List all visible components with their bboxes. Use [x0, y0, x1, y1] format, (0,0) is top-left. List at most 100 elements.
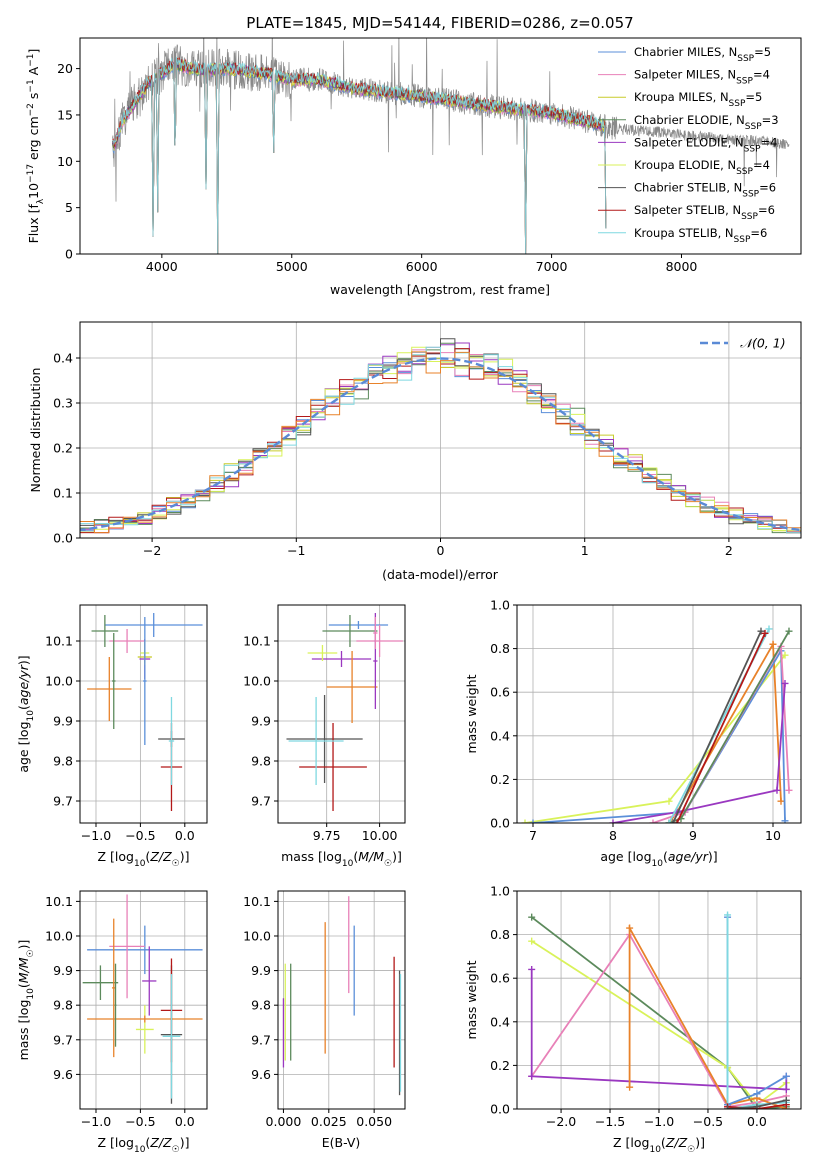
y-tick-label: 9.9 — [251, 714, 271, 729]
y-tick-label: 9.8 — [251, 998, 271, 1013]
label-part: SSP — [736, 77, 753, 87]
label-part: ( — [663, 849, 668, 864]
label-part: −1 — [26, 79, 36, 92]
weight-marker — [724, 911, 732, 919]
y-tick-label: 0.8 — [490, 927, 510, 942]
label-part: −2 — [26, 103, 36, 116]
x-tick-label: −0.5 — [125, 1114, 155, 1129]
y-tick-label: 10.0 — [45, 928, 73, 943]
label-part: Chabrier ELODIE, N — [634, 113, 745, 127]
label-part: SSP — [737, 54, 754, 64]
x-tick-label: 2 — [725, 543, 733, 558]
y-axis-label: mass weight — [464, 674, 479, 753]
weight-marker — [782, 1096, 790, 1104]
plot-area — [528, 911, 790, 1109]
label-part: =5 — [745, 90, 762, 104]
label-part: Z/Z — [665, 1135, 688, 1150]
label-part: A — [26, 66, 41, 79]
y-tick-label: 9.6 — [251, 1067, 271, 1082]
y-axis-label: Normed distribution — [28, 368, 43, 493]
weight-marker — [609, 819, 617, 823]
label-part: Z/Z — [149, 1135, 172, 1150]
label-part: 10 — [649, 1145, 661, 1155]
x-axis-label: (data-model)/error — [382, 567, 499, 582]
plot-area — [112, 38, 790, 254]
x-tick-label: −2 — [143, 543, 161, 558]
weight-line — [530, 969, 788, 1091]
label-part: 10 — [134, 1145, 146, 1155]
label-part: ☉ — [687, 1145, 695, 1155]
x-tick-label: 0.050 — [356, 1114, 392, 1129]
panel-mass_vs_Z: −1.0 −0.5 0.09.69.79.89.910.010.1Z [log10(… — [16, 890, 208, 1155]
y-tick-label: 0.1 — [53, 486, 73, 501]
x-tick-label: −1.0 — [81, 1114, 111, 1129]
plot-area — [282, 896, 402, 1096]
y-tick-label: 10 — [57, 154, 73, 169]
label-part: ☉ — [26, 949, 36, 957]
x-tick-label: −0.5 — [125, 828, 155, 843]
label-part: ☉ — [172, 859, 180, 869]
y-tick-label: 0.0 — [490, 1102, 510, 1117]
legend-entry-label: Kroupa ELODIE, NSSP=4 — [634, 158, 770, 177]
x-tick-label: −2.0 — [546, 1114, 576, 1129]
weight-marker — [765, 625, 773, 633]
legend-entry-label: 𝒩(0, 1) — [740, 336, 786, 351]
weight-line — [668, 641, 782, 823]
weight-marker — [724, 1105, 732, 1109]
y-tick-label: 0.4 — [53, 351, 73, 366]
y-tick-label: 10.0 — [45, 674, 73, 689]
label-part: )] — [695, 1135, 705, 1150]
weight-marker — [626, 924, 634, 932]
weight-marker — [626, 1083, 634, 1091]
weight-marker — [665, 819, 673, 823]
label-part: ☉ — [384, 859, 392, 869]
x-axis-label: E(B-V) — [322, 1135, 361, 1150]
x-tick-label: −0.5 — [693, 1114, 723, 1129]
panel-age_vs_mass: 9.75 10.00 9.7 9.8 9.9 10.0 10.1 mass [log10(M/… — [243, 604, 406, 869]
y-tick-label: 9.7 — [251, 794, 271, 809]
legend-entry-label: Salpeter MILES, NSSP=4 — [634, 68, 770, 87]
label-part: )] — [180, 849, 190, 864]
y-tick-label: 10.1 — [45, 894, 73, 909]
axes-frame — [79, 604, 208, 824]
x-tick-label: −1 — [287, 543, 305, 558]
weight-marker — [785, 627, 793, 635]
label-part: =3 — [762, 113, 779, 127]
axes-frame — [79, 37, 802, 255]
y-axis-label: mass weight — [464, 960, 479, 1039]
y-tick-label: 0.0 — [490, 816, 510, 831]
legend-entry-label: Kroupa MILES, NSSP=5 — [634, 90, 762, 109]
x-tick-label: 1 — [581, 543, 589, 558]
label-part: s — [26, 93, 41, 104]
label-part: −17 — [26, 164, 36, 183]
label-part: ( — [145, 849, 150, 864]
y-tick-label: 9.8 — [251, 754, 271, 769]
plot-area — [521, 625, 793, 823]
label-part: M/M — [358, 849, 384, 864]
label-part: ( — [16, 705, 31, 710]
weight-marker — [673, 819, 681, 823]
label-part: )] — [392, 849, 402, 864]
label-part: ( — [16, 983, 31, 988]
normal-curve — [80, 357, 801, 532]
panel-mass_vs_ebv: 0.000 0.025 0.050 9.6 9.7 9.8 9.9 10.0 10.1 E(B-V… — [243, 890, 406, 1150]
model-spectrum-line — [112, 56, 607, 254]
label-part: 10 — [134, 859, 146, 869]
weight-marker — [528, 965, 536, 973]
label-part: ☉ — [172, 1145, 180, 1155]
x-tick-label: 0.0 — [747, 1114, 767, 1129]
label-part: )] — [180, 1135, 190, 1150]
label-part: =4 — [761, 135, 778, 149]
x-tick-label: 4000 — [146, 259, 178, 274]
y-tick-label: 9.7 — [53, 794, 73, 809]
x-tick-label: −1.0 — [644, 1114, 674, 1129]
x-tick-label: 8000 — [666, 259, 698, 274]
x-tick-label: 0.025 — [311, 1114, 347, 1129]
label-part: λ — [36, 198, 46, 204]
label-part: ( — [661, 1135, 666, 1150]
label-part: Kroupa STELIB, N — [634, 226, 734, 240]
label-part: 10 — [26, 183, 41, 199]
